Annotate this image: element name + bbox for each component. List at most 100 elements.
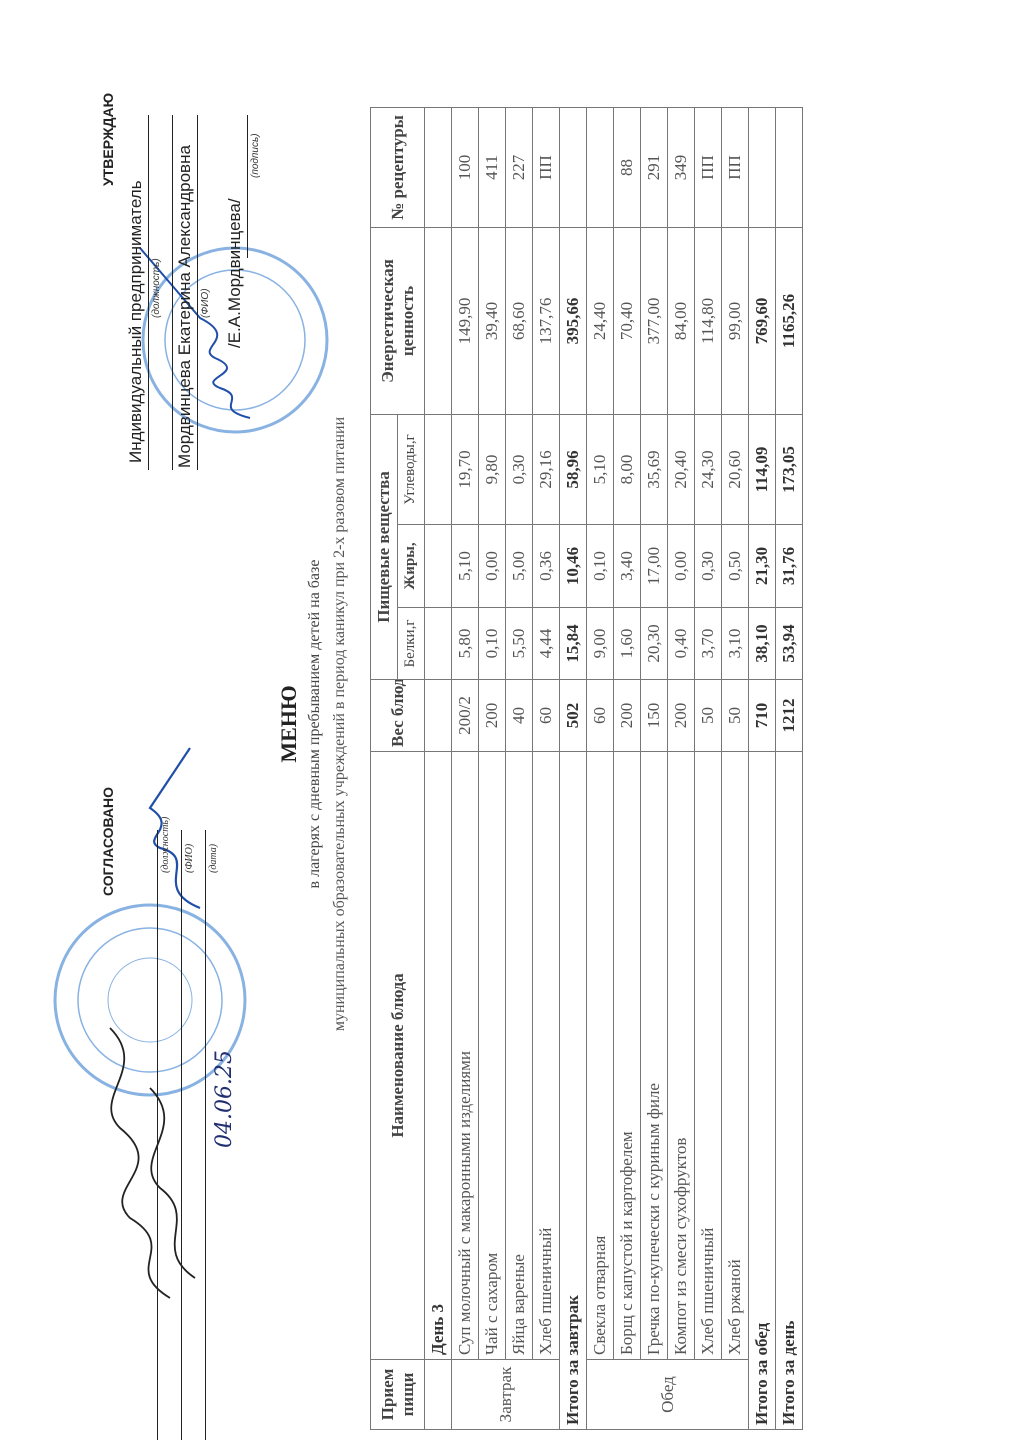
dish-name: Компот из смеси сухофруктов [667, 751, 695, 1360]
cell-carbs: 29,16 [532, 414, 560, 525]
cell-carbs: 114,09 [748, 414, 776, 525]
cell-energy: 70,40 [613, 227, 641, 415]
cell-energy: 24,40 [586, 227, 614, 415]
meal-label: Завтрак [451, 1359, 560, 1430]
cell-protein: 4,44 [532, 607, 560, 680]
cell-energy: 769,60 [748, 227, 776, 415]
cell-weight: 502 [559, 679, 587, 752]
table-row: Компот из смеси сухофруктов 200 0,40 0,00 20… [667, 107, 695, 1429]
approve-fio: Мордвинцева Екатерина Александровна [175, 145, 194, 468]
cell-weight: 200 [667, 679, 695, 752]
cell-carbs: 8,00 [613, 414, 641, 525]
agree-handwritten-date: 04.06.25 [212, 1050, 237, 1148]
cell-recipe [775, 107, 803, 228]
cell-carbs: 19,70 [451, 414, 479, 525]
dish-name: Гречка по-купечески с куриным филе [640, 751, 668, 1360]
subtitle-line-1: в лагерях с дневным пребыванием детей на… [306, 559, 323, 889]
day-label: День 3 [424, 751, 452, 1360]
cell-recipe: ПП [532, 107, 560, 228]
header-protein: Белки,г [397, 607, 425, 680]
cell-carbs: 20,40 [667, 414, 695, 525]
meal-label: Обед [586, 1359, 749, 1430]
table-row: Хлеб ржаной 50 3,10 0,50 20,60 99,00 ПП [721, 107, 749, 1429]
day-row: День 3 [424, 107, 452, 1430]
approve-signature [139, 247, 251, 419]
cell-energy: 68,60 [505, 227, 533, 415]
cell-protein: 0,40 [667, 607, 695, 680]
dish-name: Хлеб пшеничный [532, 751, 560, 1360]
approve-signature-line [247, 115, 248, 258]
cell-fat: 5,10 [451, 524, 479, 608]
header-energy: Энергетическая ценность [370, 227, 425, 415]
approve-fio-label: (ФИО) [200, 288, 211, 318]
header-name: Наименование блюда [370, 751, 425, 1360]
agree-fio-label: (ФИО) [184, 843, 195, 873]
dish-name: Яйца вареные [505, 751, 533, 1360]
table-row: Гречка по-купечески с куриным филе 150 20,… [640, 107, 668, 1429]
cell-weight: 710 [748, 679, 776, 752]
cell-energy: 39,40 [478, 227, 506, 415]
cell-carbs: 5,10 [586, 414, 614, 525]
cell-weight: 60 [532, 679, 560, 752]
cell-protein: 38,10 [748, 607, 776, 680]
agree-signature-3 [148, 747, 201, 910]
cell-weight: 60 [586, 679, 614, 752]
table-row: Яйца вареные 40 5,50 5,00 0,30 68,60 227 [505, 107, 533, 1429]
agree-position-label: (должность) [160, 816, 171, 873]
cell-fat: 0,00 [478, 524, 506, 608]
subtitle-line-2: муниципальных образовательных учреждений… [331, 416, 348, 1032]
cell-fat: 0,30 [694, 524, 722, 608]
cell-weight: 200 [613, 679, 641, 752]
cell-weight: 40 [505, 679, 533, 752]
cell-protein: 3,10 [721, 607, 749, 680]
agree-fio-line [181, 830, 182, 1440]
table-row: Обед Свекла отварная 60 9,00 0,10 5,10 24,40 [586, 107, 749, 1430]
total-row: Итого за обед 710 38,10 21,30 114,09 769,60 [748, 107, 776, 1430]
cell-carbs: 9,80 [478, 414, 506, 525]
cell-fat: 0,10 [586, 524, 614, 608]
cell-fat: 0,50 [721, 524, 749, 608]
dish-name: Свекла отварная [586, 751, 614, 1360]
table-row: Завтрак Суп молочный с макаронными издели… [451, 107, 560, 1430]
cell-recipe: 88 [613, 107, 641, 228]
cell-carbs: 58,96 [559, 414, 587, 525]
approve-blank-line [172, 115, 173, 470]
cell-protein: 53,94 [775, 607, 803, 680]
cell-protein: 15,84 [559, 607, 587, 680]
cell-fat: 0,36 [532, 524, 560, 608]
cell-weight: 50 [694, 679, 722, 752]
cell-fat: 5,00 [505, 524, 533, 608]
approve-position-line [148, 115, 149, 470]
dish-name: Хлеб ржаной [721, 751, 749, 1360]
cell-protein: 1,60 [613, 607, 641, 680]
page-title: МЕНЮ [276, 685, 301, 763]
agree-heading: СОГЛАСОВАНО [100, 787, 116, 896]
approve-position-label: (должность) [151, 258, 162, 318]
stamps-and-signatures [53, 246, 329, 1299]
table-row: Борщ с капустой и картофелем 200 1,60 3,40 8… [613, 107, 641, 1429]
agree-date-label: (дата) [208, 843, 219, 873]
table-row: Хлеб пшеничный 50 3,70 0,30 24,30 114,80 ПП [694, 107, 722, 1429]
dish-name: Борщ с капустой и картофелем [613, 751, 641, 1360]
agree-signature-2 [149, 1087, 196, 1279]
approve-position: Индивидуальный предприниматель [126, 180, 145, 463]
lunch-rows: Обед Свекла отварная 60 9,00 0,10 5,10 24,40 Бо… [586, 107, 803, 1430]
cell-protein: 0,10 [478, 607, 506, 680]
approve-stamp [141, 246, 329, 434]
dish-name: Итого за обед [748, 751, 776, 1430]
cell-weight: 150 [640, 679, 668, 752]
header-recipe: № рецептуры [370, 107, 425, 228]
cell-recipe: 100 [451, 107, 479, 228]
cell-weight: 200 [478, 679, 506, 752]
approve-heading: УТВЕРЖДАЮ [100, 92, 116, 186]
header-carbs: Углеводы,г [397, 414, 425, 525]
cell-carbs: 173,05 [775, 414, 803, 525]
cell-protein: 3,70 [694, 607, 722, 680]
cell-fat: 3,40 [613, 524, 641, 608]
cell-fat: 31,76 [775, 524, 803, 608]
cell-weight: 1212 [775, 679, 803, 752]
agree-signature-1 [109, 1027, 171, 1299]
cell-protein: 5,50 [505, 607, 533, 680]
cell-protein: 5,80 [451, 607, 479, 680]
agree-position-line [157, 830, 158, 1440]
